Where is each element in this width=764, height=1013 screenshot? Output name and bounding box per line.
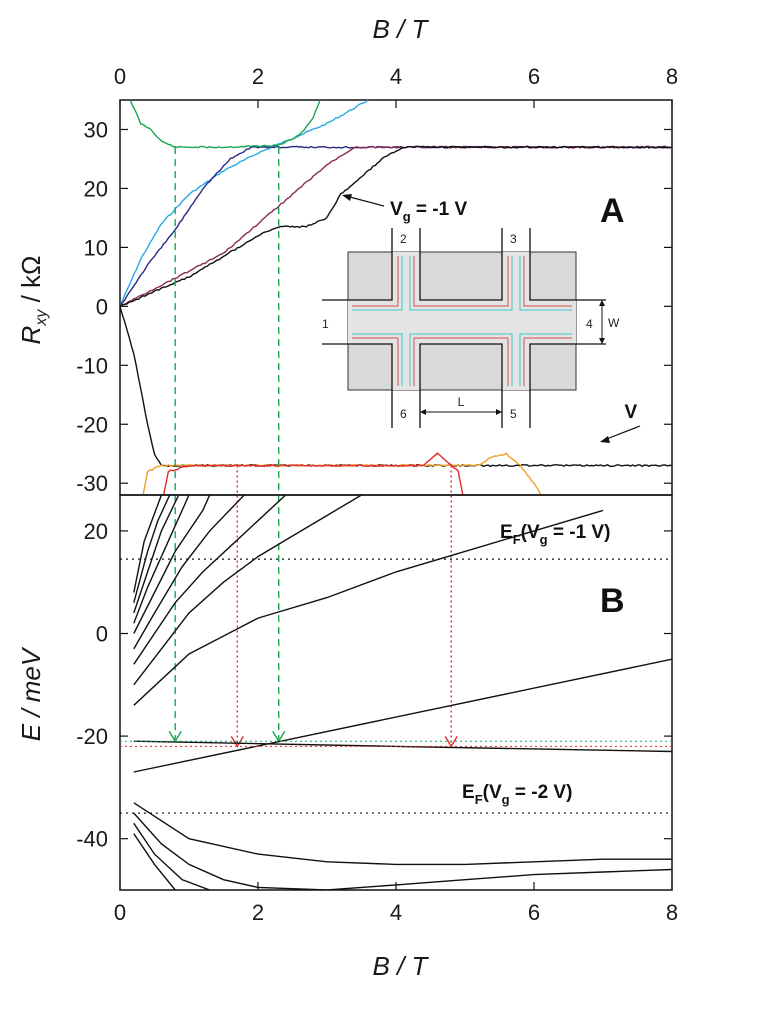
panel-b-ytick-label-2: -20 (76, 724, 108, 749)
landau-level-3 (133, 495, 362, 686)
panel-b-ytick-label-0: 20 (84, 519, 108, 544)
landau-level-9 (133, 495, 171, 603)
hall-bar-inset: W L 1 2 3 4 5 6 (318, 228, 624, 428)
inset-length-label: L (458, 395, 465, 409)
panel-b-frame (119, 494, 673, 891)
inset-width-arrowhead-top (599, 300, 605, 306)
annotation-vg-minus-1-text: Vg = -1 V (390, 199, 467, 224)
ef1-rest2: = -1 V) (548, 522, 611, 543)
landau-level-10 (133, 495, 163, 593)
inset-leads-top (322, 228, 606, 301)
ann1-rest: = -1 V (411, 199, 468, 220)
bottom-x-axis-label-text: B / T (373, 951, 430, 981)
panel-a-top-xtick-label-3: 6 (528, 64, 540, 89)
annotation-vg-minus-1-arrowhead (342, 194, 352, 201)
eb-label-text: E / meV (16, 646, 46, 741)
panel-a-ytick-label-4: -10 (76, 353, 108, 378)
ann1-sub: g (403, 209, 411, 224)
ef1-main: E (500, 522, 513, 543)
annotation-vg-minus-2-arrow (603, 425, 641, 441)
series-line-red (162, 452, 464, 495)
ra-label-main: R (16, 326, 46, 345)
landau-level-4 (133, 495, 287, 665)
landau-level-8 (133, 495, 180, 614)
panel-a-ytick-label-0: 30 (84, 117, 108, 142)
inset-contact-1: 1 (322, 317, 329, 331)
panel-a-label: A (600, 192, 625, 230)
ef1-sub: F (513, 532, 521, 547)
panel-b-xtick-label-0: 0 (114, 900, 126, 925)
ef1-sub2: g (540, 532, 548, 547)
series-line-orange (142, 452, 542, 495)
ef1-rest: (V (521, 522, 540, 543)
panel-b-xtick-label-3: 6 (528, 900, 540, 925)
ann1-main: V (390, 199, 403, 220)
landau-level-5 (133, 495, 245, 650)
inset-length-arrowhead-left (420, 409, 426, 415)
landau-level-2 (133, 509, 604, 706)
inset-width-label: W (608, 316, 620, 330)
panel-a-top-xtick-label-2: 4 (390, 64, 402, 89)
inset-contact-3: 3 (510, 232, 517, 246)
panel-a-top-xtick-label-1: 2 (252, 64, 264, 89)
panel-a-ytick-label-5: -20 (76, 412, 108, 437)
inset-contact-4: 4 (586, 317, 593, 331)
inset-contact-2: 2 (400, 232, 407, 246)
inset-length-arrowhead-right (496, 409, 502, 415)
inset-edge-channel-top (352, 256, 572, 307)
panel-b-y-axis-label: E / meV (16, 646, 46, 741)
series-line-green (129, 100, 321, 149)
landau-level-13 (133, 822, 210, 890)
panel-b-plot: 0 2 4 6 8 20 0 -20 -40 (76, 494, 678, 925)
ra-label-rest: / kΩ (16, 256, 46, 310)
top-x-axis-label-text: B / T (373, 14, 430, 44)
inset-width-arrowhead-bottom (599, 338, 605, 344)
panel-a-ytick-label-6: -30 (76, 471, 108, 496)
ef2-sub: F (475, 792, 483, 807)
series-line-black-vg-1v (120, 145, 672, 308)
inset-edge-channel-bottom (352, 337, 572, 386)
panel-a-ytick-label-1: 20 (84, 176, 108, 201)
panel-b-xtick-label-2: 4 (390, 900, 402, 925)
ef2-rest: (V (483, 782, 502, 803)
landau-level-0 (133, 658, 672, 773)
inset-hall-bar (348, 252, 576, 390)
marker-arrowhead-2 (230, 736, 244, 748)
series-line-maroon (120, 145, 672, 308)
ra-label-sub: xy (33, 309, 50, 327)
annotation-vg-minus-2-arrowhead (600, 436, 610, 443)
panel-b-xtick-label-1: 2 (252, 900, 264, 925)
landau-level-6 (133, 495, 211, 634)
top-x-axis-label: B / T (373, 14, 430, 44)
panel-a-top-xtick-label-0: 0 (114, 64, 126, 89)
inset-contact-5: 5 (510, 407, 517, 421)
landau-level-11 (133, 802, 672, 866)
landau-level-7 (133, 495, 190, 624)
inset-edge-channel-bottom-2 (352, 333, 572, 386)
panel-b-xtick-label-4: 8 (666, 900, 678, 925)
inset-contact-6: 6 (400, 407, 407, 421)
inset-edge-channel-top-2 (352, 256, 572, 311)
panel-a-ytick-label-2: 10 (84, 235, 108, 260)
series-line-cyan (120, 100, 369, 307)
panel-b-ytick-label-3: -40 (76, 827, 108, 852)
landau-level-12 (133, 812, 672, 890)
annotation-vg-minus-1-arrow (345, 195, 385, 207)
panel-a-top-xtick-label-4: 8 (666, 64, 678, 89)
panel-a-y-axis-label: Rxy / kΩ (16, 256, 50, 345)
fermi-label-vg-minus-1: EF(Vg = -1 V) (500, 522, 610, 547)
panel-b-label: B (600, 582, 625, 620)
panel-b-ytick-label-1: 0 (96, 622, 108, 647)
ef2-main: E (462, 782, 475, 803)
landau-level-14 (133, 833, 176, 890)
panel-a-ytick-label-3: 0 (96, 294, 108, 319)
bottom-x-axis-label: B / T (373, 951, 430, 981)
inset-leads-bottom (322, 343, 606, 428)
annotation-vg-minus-1: Vg = -1 V (342, 194, 467, 224)
ef2-sub2: g (502, 792, 510, 807)
ef2-rest2: = -2 V) (510, 782, 573, 803)
fermi-label-vg-minus-2: EF(Vg = -2 V) (462, 782, 572, 807)
